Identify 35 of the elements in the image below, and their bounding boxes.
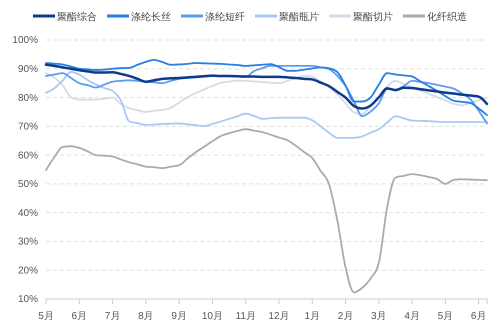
y-tick-label: 30% [18,236,38,248]
line-series [45,128,488,294]
line-series [45,58,488,116]
x-tick-label: 5月 [438,311,454,322]
line-series [45,72,488,116]
legend-label: 聚酯瓶片 [279,11,319,23]
x-tick-label: 6月 [72,311,88,322]
y-tick-label: 80% [18,92,38,104]
x-tick-label: 12月 [268,311,290,322]
x-tick-label: 3月 [371,311,387,322]
y-tick-label: 90% [18,64,38,75]
line-series [45,71,488,139]
legend-label: 化纤织造 [427,11,467,23]
legend-label: 涤纶短纤 [205,11,245,23]
x-tick-label: 4月 [404,311,420,322]
y-tick-label: 70% [18,122,38,133]
legend-label: 涤纶长丝 [131,11,171,23]
legend-label: 聚酯综合 [57,11,97,23]
x-tick-label: 5月 [38,311,54,322]
x-tick-label: 11月 [236,311,256,322]
legend-label: 聚酯切片 [353,11,393,23]
x-tick-label: 10月 [202,311,223,322]
y-tick-label: 40% [18,208,38,219]
x-tick-label: 7月 [104,311,120,322]
y-tick-label: 50% [18,179,38,190]
line-series [44,64,488,110]
x-tick-label: 1月 [304,311,320,322]
y-tick-label: 60% [18,150,38,162]
y-tick-label: 10% [18,294,38,306]
x-tick-label: 9月 [171,311,187,322]
y-tick-label: 100% [12,35,38,46]
x-tick-label: 8月 [138,311,154,322]
y-tick-label: 20% [18,265,38,276]
x-tick-label: 2月 [338,311,354,322]
x-tick-label: 6月 [470,311,486,322]
